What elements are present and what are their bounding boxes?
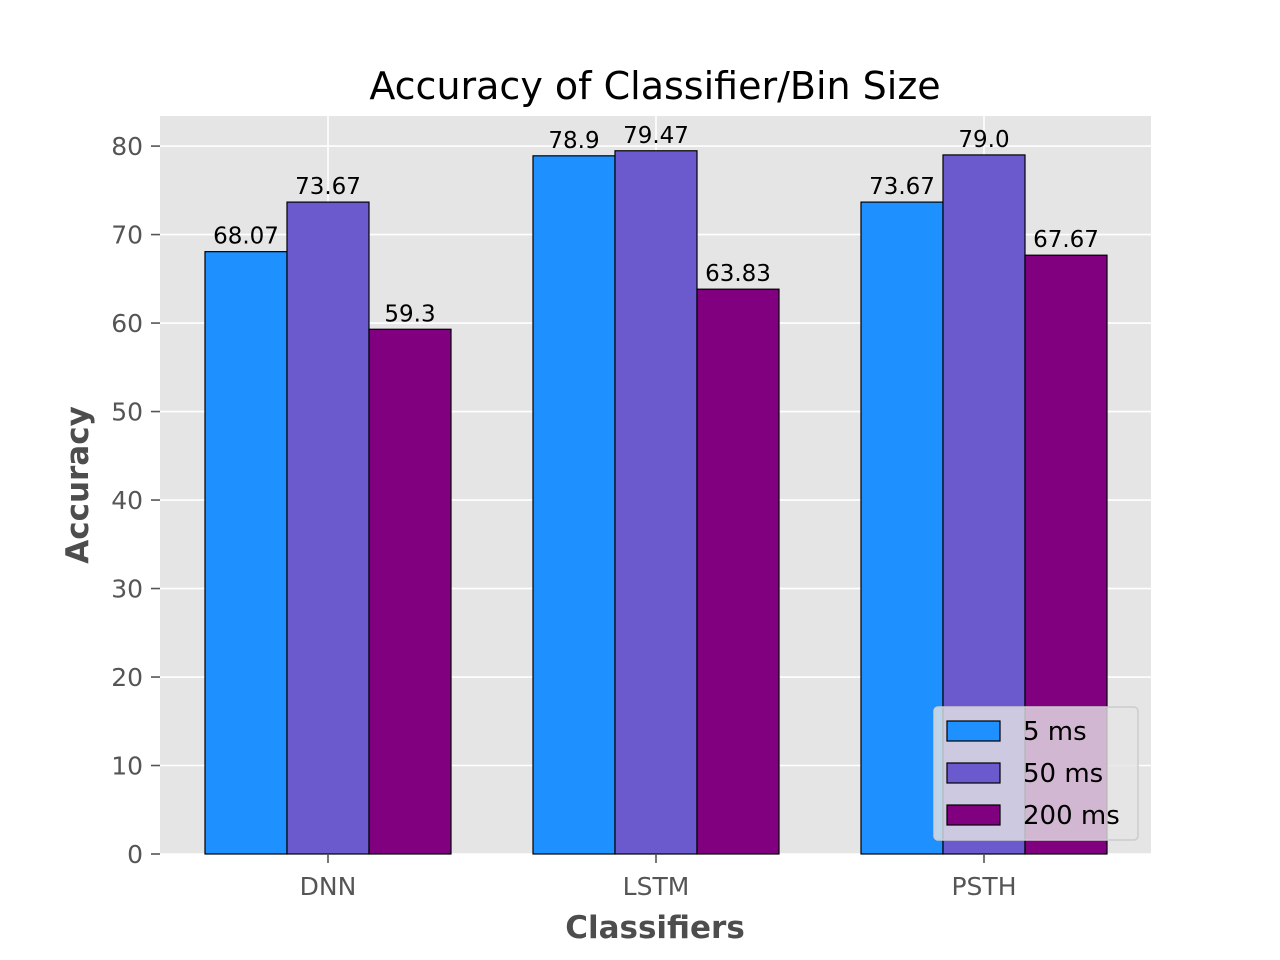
- y-tick-label: 50: [111, 398, 143, 427]
- legend-label: 200 ms: [1023, 801, 1120, 831]
- bar-value-label: 79.47: [623, 123, 689, 149]
- x-tick-label: PSTH: [951, 872, 1016, 901]
- y-tick-label: 10: [111, 752, 143, 781]
- bar-value-label: 63.83: [705, 261, 771, 287]
- y-tick-label: 60: [111, 309, 143, 338]
- y-tick-label: 0: [127, 840, 143, 869]
- bar-value-label: 59.3: [384, 301, 435, 327]
- legend-swatch: [946, 762, 1001, 784]
- bar-value-labels: 68.07 78.9 73.67 73.67 79.47 79.0 59.3 63.83 67.…: [213, 123, 1099, 327]
- bar: [532, 155, 616, 855]
- legend-label: 5 ms: [1023, 717, 1087, 747]
- bar-value-label: 79.0: [958, 127, 1009, 153]
- y-tick-label: 80: [111, 132, 143, 161]
- bar-value-label: 78.9: [548, 128, 599, 154]
- bar: [204, 251, 288, 855]
- bar: [286, 201, 370, 855]
- bar: [860, 201, 944, 855]
- y-tick-label: 30: [111, 575, 143, 604]
- y-axis-ticks: 0 10 20 30 40 50 60 70 80: [111, 132, 160, 869]
- bar: [368, 328, 452, 855]
- bar-value-label: 73.67: [869, 174, 935, 200]
- x-tick-label: DNN: [300, 872, 357, 901]
- legend-label: 50 ms: [1023, 759, 1103, 789]
- bar-value-label: 67.67: [1033, 227, 1099, 253]
- chart-title: Accuracy of Classifier/Bin Size: [369, 64, 940, 108]
- y-tick-label: 70: [111, 221, 143, 250]
- x-axis-label: Classifiers: [565, 910, 745, 946]
- y-tick-label: 40: [111, 486, 143, 515]
- bar-value-label: 68.07: [213, 224, 279, 250]
- legend-swatch: [946, 720, 1001, 742]
- legend-swatch: [946, 804, 1001, 826]
- x-tick-label: LSTM: [623, 872, 690, 901]
- bar: [696, 288, 780, 855]
- legend: 5 ms 50 ms 200 ms: [933, 706, 1139, 841]
- bar-value-label: 73.67: [295, 174, 361, 200]
- bar: [614, 150, 698, 855]
- x-axis-ticks: DNN LSTM PSTH: [300, 854, 1017, 901]
- y-axis-label: Accuracy: [60, 406, 96, 564]
- y-tick-label: 20: [111, 663, 143, 692]
